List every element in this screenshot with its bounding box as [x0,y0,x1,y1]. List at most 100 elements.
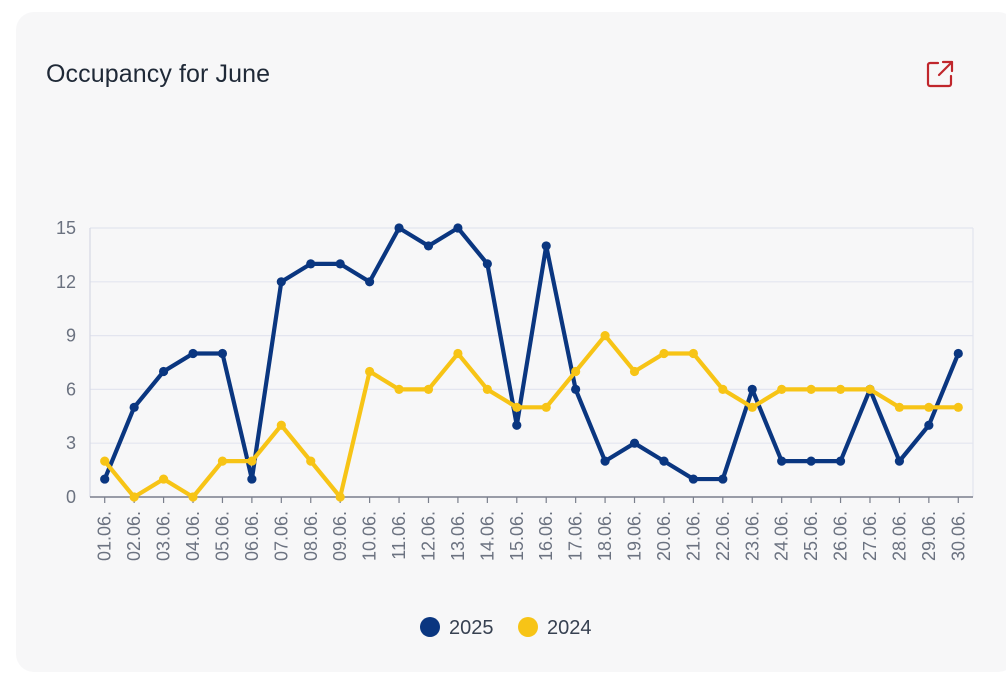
data-point-2024[interactable] [188,492,198,502]
data-point-2025[interactable] [835,456,846,466]
x-tick-label: 30.06. [948,511,968,561]
x-tick-label: 29.06. [919,511,939,561]
data-point-2024[interactable] [777,384,787,394]
data-point-2025[interactable] [423,241,434,251]
data-point-2025[interactable] [806,456,816,466]
legend-item-2025[interactable]: 2025 [420,617,494,639]
x-tick-label: 25.06. [801,511,821,561]
x-tick-label: 10.06. [360,511,380,561]
data-point-2025[interactable] [158,366,169,377]
y-tick-label: 12 [56,272,76,292]
x-tick-label: 16.06. [536,511,556,561]
data-point-2024[interactable] [600,331,610,341]
x-tick-label: 17.06. [566,511,586,561]
y-tick-label: 9 [66,326,76,346]
data-point-2024[interactable] [394,384,404,394]
x-tick-label: 28.06. [889,511,909,561]
data-point-2025[interactable] [924,420,934,430]
data-point-2024[interactable] [865,384,875,394]
data-point-2024[interactable] [335,492,345,502]
data-point-2025[interactable] [894,456,905,466]
x-tick-label: 13.06. [448,511,468,561]
data-point-2024[interactable] [100,456,110,466]
data-point-2025[interactable] [217,348,228,359]
data-point-2025[interactable] [718,474,728,484]
data-point-2024[interactable] [629,366,640,377]
legend-label: 2024 [547,617,592,639]
data-point-2025[interactable] [100,474,110,484]
data-point-2025[interactable] [629,438,640,448]
x-axis: 01.06. 02.06. 03.06. 04.06. 05.06. 06.06. 07.0… [90,496,973,561]
data-point-2025[interactable] [659,456,669,466]
x-tick-label: 02.06. [124,511,144,561]
y-tick-label: 0 [66,487,76,507]
x-tick-label: 08.06. [301,511,321,561]
data-point-2025[interactable] [747,384,757,394]
x-tick-label: 11.06. [389,511,409,560]
data-point-2025[interactable] [188,348,198,359]
data-point-2024[interactable] [718,384,728,394]
data-point-2024[interactable] [541,402,551,412]
series-lines [100,223,963,502]
data-point-2024[interactable] [571,366,581,377]
data-point-2025[interactable] [953,348,963,359]
data-point-2024[interactable] [688,348,698,359]
data-point-2024[interactable] [924,402,934,412]
x-tick-label: 01.06. [95,511,115,561]
legend-item-2024[interactable]: 2024 [518,617,592,639]
chart-title: Occupancy for June [46,60,271,88]
y-tick-label: 3 [66,433,76,453]
x-tick-label: 03.06. [154,511,174,561]
data-point-2025[interactable] [541,241,551,251]
data-point-2024[interactable] [953,402,963,412]
data-point-2025[interactable] [365,277,375,287]
data-point-2024[interactable] [806,384,816,394]
x-tick-label: 20.06. [654,511,674,561]
open-external-button[interactable] [924,58,956,90]
x-tick-label: 26.06. [831,511,851,561]
data-point-2025[interactable] [306,259,316,269]
grid-lines [90,227,974,497]
y-tick-label: 6 [66,379,76,399]
data-point-2024[interactable] [894,402,905,412]
data-point-2024[interactable] [835,384,846,394]
data-point-2024[interactable] [217,456,228,466]
data-point-2025[interactable] [571,384,581,394]
data-point-2024[interactable] [247,456,257,466]
data-point-2025[interactable] [276,277,286,287]
x-tick-label: 06.06. [242,511,262,561]
data-point-2024[interactable] [659,348,669,359]
data-point-2024[interactable] [306,456,316,466]
data-point-2025[interactable] [335,259,345,269]
y-axis: 0 3 6 9 12 15 [56,218,91,507]
data-point-2025[interactable] [777,456,787,466]
data-point-2024[interactable] [423,384,434,394]
data-point-2024[interactable] [453,348,463,359]
x-tick-label: 09.06. [330,511,350,561]
data-point-2024[interactable] [747,402,757,412]
data-point-2025[interactable] [247,474,257,484]
data-point-2024[interactable] [158,474,169,484]
external-link-icon [926,60,954,88]
x-tick-label: 15.06. [507,511,527,561]
x-tick-label: 22.06. [713,511,733,561]
data-point-2025[interactable] [394,223,404,233]
data-point-2024[interactable] [129,492,139,502]
data-point-2024[interactable] [512,402,522,412]
data-point-2024[interactable] [365,366,375,377]
x-tick-label: 12.06. [418,511,438,561]
legend-swatch [420,617,440,637]
data-point-2024[interactable] [482,384,492,394]
data-point-2025[interactable] [453,223,463,233]
series-line-2025 [102,225,961,482]
data-point-2025[interactable] [600,456,610,466]
data-point-2025[interactable] [688,474,698,484]
y-tick-label: 15 [56,218,76,238]
data-point-2025[interactable] [482,259,492,269]
data-point-2025[interactable] [129,402,139,412]
data-point-2025[interactable] [512,420,522,430]
x-tick-label: 21.06. [683,511,703,561]
legend[interactable]: 2025 2024 [420,617,592,639]
data-point-2024[interactable] [276,420,286,430]
x-tick-label: 23.06. [742,511,762,561]
